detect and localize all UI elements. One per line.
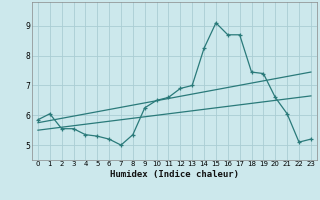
X-axis label: Humidex (Indice chaleur): Humidex (Indice chaleur) [110,170,239,179]
